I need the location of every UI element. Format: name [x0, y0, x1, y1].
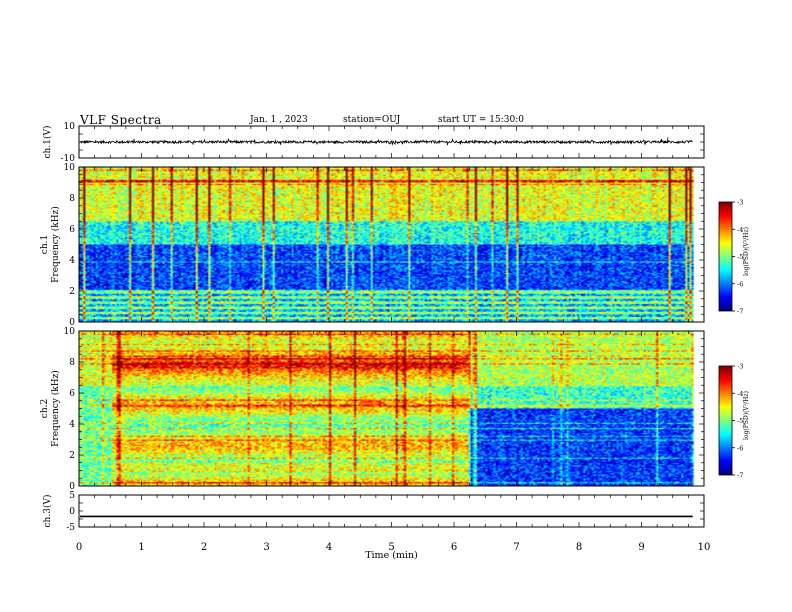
y-axis-label: ch.1 — [40, 235, 50, 254]
colorbar-tick-label: -4 — [737, 390, 743, 398]
y-tick-label: 8 — [69, 358, 75, 368]
colorbar-tick-label: -6 — [737, 280, 743, 288]
y-tick-label: 0 — [69, 482, 75, 492]
date-label: Jan. 1 , 2023 — [250, 115, 308, 125]
y-tick-label: 2 — [69, 287, 75, 297]
x-tick-label: 10 — [698, 542, 711, 553]
x-tick-label: 1 — [138, 542, 144, 553]
y-tick-label: -5 — [66, 523, 75, 533]
spectrogram-image-ch1-spectrogram — [79, 167, 704, 322]
colorbar-ch2-spectrogram — [719, 366, 732, 475]
x-axis-label: Time (min) — [365, 550, 418, 561]
colorbar-tick-label: -3 — [737, 199, 743, 207]
colorbar-tick-label: -6 — [737, 444, 743, 452]
colorbar-tick-label: -3 — [737, 363, 743, 371]
y-tick-label: 10 — [64, 122, 76, 132]
colorbar-tick-label: -7 — [737, 472, 743, 480]
station-label: station=OUJ — [343, 115, 401, 125]
y-tick-label: -10 — [61, 154, 76, 164]
x-tick-label: 6 — [451, 542, 457, 553]
x-tick-label: 7 — [513, 542, 519, 553]
colorbar-ch1-spectrogram — [719, 202, 732, 311]
colorbar-tick-label: -4 — [737, 226, 743, 234]
x-tick-label: 0 — [76, 542, 82, 553]
y-tick-label: 8 — [69, 194, 75, 204]
colorbar-tick-label: -5 — [737, 417, 743, 425]
y-axis-label: ch.2 — [40, 399, 50, 418]
chart-title: VLF Spectra — [80, 113, 162, 127]
colorbar-tick-label: -5 — [737, 253, 743, 261]
x-tick-label: 9 — [638, 542, 644, 553]
y-axis-label: ch.3(V) — [42, 495, 53, 528]
colorbar-label: log(PSD)(V²/Hz) — [743, 391, 750, 440]
axes — [78, 125, 735, 528]
spectrogram-image-ch2-spectrogram — [79, 331, 704, 486]
y-tick-label: 10 — [64, 327, 76, 337]
y-tick-label: 2 — [69, 451, 75, 461]
x-tick-label: 2 — [201, 542, 207, 553]
y-axis-label: ch.1(V) — [42, 126, 53, 159]
y-tick-label: 6 — [69, 389, 75, 399]
y-tick-label: 10 — [64, 163, 76, 173]
waveform-lines — [79, 137, 693, 518]
waveform-ch1-waveform — [79, 137, 693, 146]
spectrogram-images — [79, 167, 732, 486]
y-tick-label: 0 — [69, 318, 75, 328]
x-tick-label: 5 — [388, 542, 394, 553]
y-tick-label: 0 — [69, 507, 75, 517]
y-tick-label: 4 — [69, 256, 75, 266]
colorbar-tick-label: -7 — [737, 308, 743, 316]
y-tick-label: 5 — [69, 491, 75, 501]
x-tick-label: 3 — [263, 542, 269, 553]
axis-text: 10-10ch.1(V)-3-4-5-6-7log(PSD)(V²/Hz)024… — [40, 122, 750, 561]
x-tick-label: 4 — [326, 542, 332, 553]
start-time-label: start UT = 15:30:0 — [438, 115, 524, 125]
colorbar-label: log(PSD)(V²/Hz) — [743, 227, 750, 276]
x-tick-label: 8 — [576, 542, 582, 553]
y-tick-label: 4 — [69, 420, 75, 430]
y-tick-label: 6 — [69, 225, 75, 235]
y-axis-label: Frequency (kHz) — [50, 206, 61, 283]
y-axis-label: Frequency (kHz) — [50, 370, 61, 447]
